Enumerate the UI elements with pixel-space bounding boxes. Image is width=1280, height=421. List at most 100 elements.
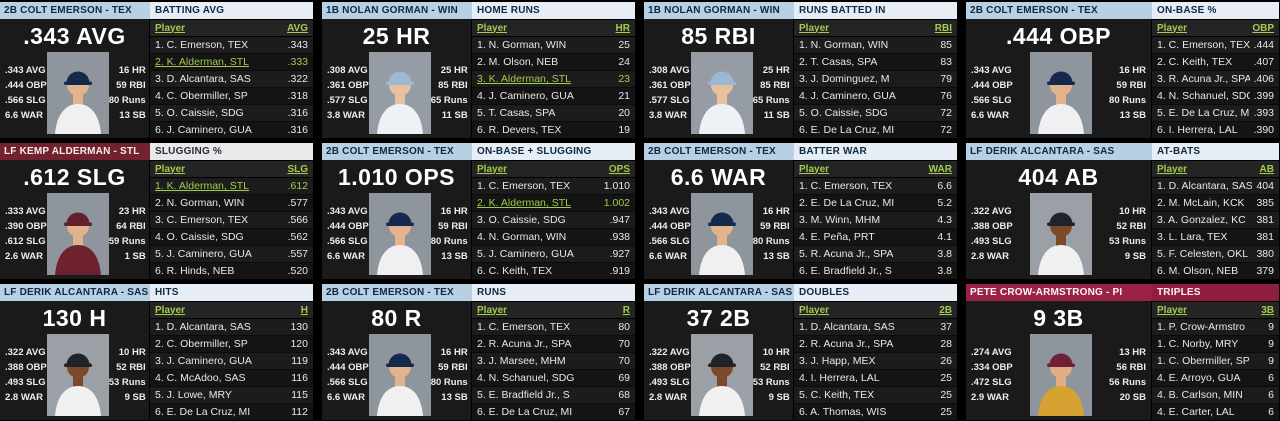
leaderboard-player[interactable]: 3. K. Alderman, STL (477, 73, 571, 85)
leaderboard-row[interactable]: 3. C. Emerson, TEX .566 (150, 212, 313, 229)
leaderboard-row[interactable]: 5. T. Casas, SPA 20 (472, 105, 635, 122)
leaderboard-player[interactable]: 3. R. Acuna Jr., SPA (1157, 73, 1250, 85)
leaderboard-player[interactable]: 4. I. Herrera, LAL (799, 372, 880, 384)
leaderboard-player[interactable]: 1. C. Emerson, TEX (477, 321, 571, 333)
leaderboard-player[interactable]: 2. M. McLain, KCK (1157, 197, 1245, 209)
leaderboard-player[interactable]: 3. J. Caminero, GUA (155, 355, 252, 367)
leaderboard-row[interactable]: 1. C. Norby, MRY 9 (1152, 336, 1279, 353)
card-category-header[interactable]: HOME RUNS (472, 2, 635, 19)
card-player-header[interactable]: LF DERIK ALCANTARA - SAS (966, 143, 1152, 160)
leaderboard-player[interactable]: 1. C. Obermiller, SP (1157, 355, 1250, 367)
leaderboard-row[interactable]: 1. C. Emerson, TEX .343 (150, 37, 313, 54)
leaderboard-player[interactable]: 6. A. Thomas, WIS (799, 406, 887, 418)
leaderboard-player[interactable]: 6. E. De La Cruz, MI (799, 124, 895, 136)
leaderboard-row[interactable]: 1. N. Gorman, WIN 85 (794, 37, 957, 54)
leaderboard-row[interactable]: 4. C. Obermiller, SP .318 (150, 88, 313, 105)
leaderboard-player[interactable]: 2. R. Acuna Jr., SPA (477, 338, 572, 350)
card-category-header[interactable]: DOUBLES (794, 284, 957, 301)
leaderboard-player[interactable]: 4. E. Arroyo, GUA (1157, 372, 1241, 384)
leaderboard-player[interactable]: 1. D. Alcantara, SAS (1157, 180, 1253, 192)
board-stat-col[interactable]: OBP (1252, 22, 1274, 34)
leaderboard-player[interactable]: 5. J. Lowe, MRY (155, 389, 232, 401)
leaderboard-player[interactable]: 3. J. Happ, MEX (799, 355, 876, 367)
card-player-header[interactable]: 2B COLT EMERSON - TEX (644, 143, 794, 160)
leaderboard-row[interactable]: 1. C. Emerson, TEX .444 (1152, 37, 1279, 54)
leaderboard-player[interactable]: 4. J. Caminero, GUA (477, 90, 574, 102)
leaderboard-player[interactable]: 5. F. Celesten, OKL (1157, 248, 1249, 260)
leaderboard-row[interactable]: 3. J. Marsee, MHM 70 (472, 353, 635, 370)
leaderboard-row[interactable]: 2. K. Alderman, STL .333 (150, 54, 313, 71)
leaderboard-row[interactable]: 5. J. Caminero, GUA .557 (150, 246, 313, 263)
leaderboard-player[interactable]: 1. P. Crow-Armstro (1157, 321, 1245, 333)
leaderboard-player[interactable]: 5. E. Bradfield Jr., S (477, 389, 570, 401)
leaderboard-row[interactable]: 3. J. Caminero, GUA 119 (150, 353, 313, 370)
leaderboard-player[interactable]: 4. B. Carlson, MIN (1157, 389, 1243, 401)
board-player-col[interactable]: Player (155, 22, 186, 34)
card-category-header[interactable]: AT-BATS (1152, 143, 1279, 160)
board-stat-col[interactable]: 3B (1261, 304, 1274, 316)
leaderboard-player[interactable]: 4. J. Caminero, GUA (799, 90, 896, 102)
leaderboard-row[interactable]: 5. O. Caissie, SDG 72 (794, 105, 957, 122)
leaderboard-row[interactable]: 4. E. Arroyo, GUA 6 (1152, 370, 1279, 387)
leaderboard-player[interactable]: 1. C. Emerson, TEX (477, 180, 571, 192)
leaderboard-row[interactable]: 1. P. Crow-Armstro 9 (1152, 319, 1279, 336)
board-player-col[interactable]: Player (155, 304, 186, 316)
leaderboard-player[interactable]: 2. K. Alderman, STL (477, 197, 571, 209)
card-category-header[interactable]: BATTING AVG (150, 2, 313, 19)
leaderboard-row[interactable]: 5. E. De La Cruz, MI .393 (1152, 105, 1279, 122)
leaderboard-player[interactable]: 4. N. Schanuel, SDG (1157, 90, 1250, 102)
leaderboard-player[interactable]: 6. J. Caminero, GUA (155, 124, 252, 136)
board-player-col[interactable]: Player (477, 304, 508, 316)
leaderboard-row[interactable]: 6. E. Bradfield Jr., S 3.8 (794, 263, 957, 279)
leaderboard-player[interactable]: 1. C. Norby, MRY (1157, 338, 1239, 350)
leaderboard-player[interactable]: 2. N. Gorman, WIN (155, 197, 245, 209)
board-player-col[interactable]: Player (799, 304, 830, 316)
leaderboard-player[interactable]: 2. K. Alderman, STL (155, 56, 249, 68)
leaderboard-row[interactable]: 6. M. Olson, NEB 379 (1152, 263, 1279, 279)
board-stat-col[interactable]: WAR (928, 163, 952, 175)
card-category-header[interactable]: TRIPLES (1152, 284, 1279, 301)
board-player-col[interactable]: Player (799, 163, 830, 175)
leaderboard-row[interactable]: 4. N. Schanuel, SDG 69 (472, 370, 635, 387)
leaderboard-row[interactable]: 6. R. Devers, TEX 19 (472, 122, 635, 138)
leaderboard-player[interactable]: 5. E. De La Cruz, MI (1157, 107, 1250, 119)
leaderboard-player[interactable]: 1. C. Emerson, TEX (155, 39, 249, 51)
leaderboard-player[interactable]: 2. T. Casas, SPA (799, 56, 878, 68)
board-stat-col[interactable]: R (622, 304, 630, 316)
leaderboard-row[interactable]: 2. M. McLain, KCK 385 (1152, 195, 1279, 212)
leaderboard-player[interactable]: 2. E. De La Cruz, MI (799, 197, 895, 209)
leaderboard-row[interactable]: 4. E. Peña, PRT 4.1 (794, 229, 957, 246)
leaderboard-row[interactable]: 3. J. Happ, MEX 26 (794, 353, 957, 370)
leaderboard-player[interactable]: 1. C. Emerson, TEX (799, 180, 893, 192)
leaderboard-row[interactable]: 3. J. Dominguez, M 79 (794, 71, 957, 88)
leaderboard-player[interactable]: 3. A. Gonzalez, KC (1157, 214, 1246, 226)
leaderboard-row[interactable]: 1. C. Emerson, TEX 1.010 (472, 178, 635, 195)
leaderboard-player[interactable]: 2. M. Olson, NEB (477, 56, 559, 68)
card-player-header[interactable]: 1B NOLAN GORMAN - WIN (322, 2, 472, 19)
card-category-header[interactable]: HITS (150, 284, 313, 301)
board-stat-col[interactable]: H (300, 304, 308, 316)
leaderboard-player[interactable]: 6. E. De La Cruz, MI (155, 406, 251, 418)
leaderboard-row[interactable]: 2. R. Acuna Jr., SPA 28 (794, 336, 957, 353)
leaderboard-row[interactable]: 1. K. Alderman, STL .612 (150, 178, 313, 195)
leaderboard-row[interactable]: 5. R. Acuna Jr., SPA 3.8 (794, 246, 957, 263)
leaderboard-player[interactable]: 6. E. De La Cruz, MI (477, 406, 573, 418)
leaderboard-row[interactable]: 3. R. Acuna Jr., SPA .406 (1152, 71, 1279, 88)
board-player-col[interactable]: Player (1157, 163, 1188, 175)
card-category-header[interactable]: ON-BASE % (1152, 2, 1279, 19)
card-player-header[interactable]: PETE CROW-ARMSTRONG - PI (966, 284, 1152, 301)
board-stat-col[interactable]: AB (1259, 163, 1274, 175)
leaderboard-player[interactable]: 1. N. Gorman, WIN (799, 39, 889, 51)
leaderboard-player[interactable]: 3. D. Alcantara, SAS (155, 73, 251, 85)
board-stat-col[interactable]: RBI (934, 22, 952, 34)
leaderboard-row[interactable]: 1. N. Gorman, WIN 25 (472, 37, 635, 54)
leaderboard-player[interactable]: 5. O. Caissie, SDG (155, 107, 244, 119)
leaderboard-row[interactable]: 2. C. Obermiller, SP 120 (150, 336, 313, 353)
leaderboard-player[interactable]: 1. N. Gorman, WIN (477, 39, 567, 51)
leaderboard-row[interactable]: 6. I. Herrera, LAL .390 (1152, 122, 1279, 138)
leaderboard-row[interactable]: 3. D. Alcantara, SAS .322 (150, 71, 313, 88)
board-player-col[interactable]: Player (1157, 22, 1188, 34)
leaderboard-row[interactable]: 4. N. Gorman, WIN .938 (472, 229, 635, 246)
board-stat-col[interactable]: HR (615, 22, 630, 34)
leaderboard-row[interactable]: 5. F. Celesten, OKL 380 (1152, 246, 1279, 263)
